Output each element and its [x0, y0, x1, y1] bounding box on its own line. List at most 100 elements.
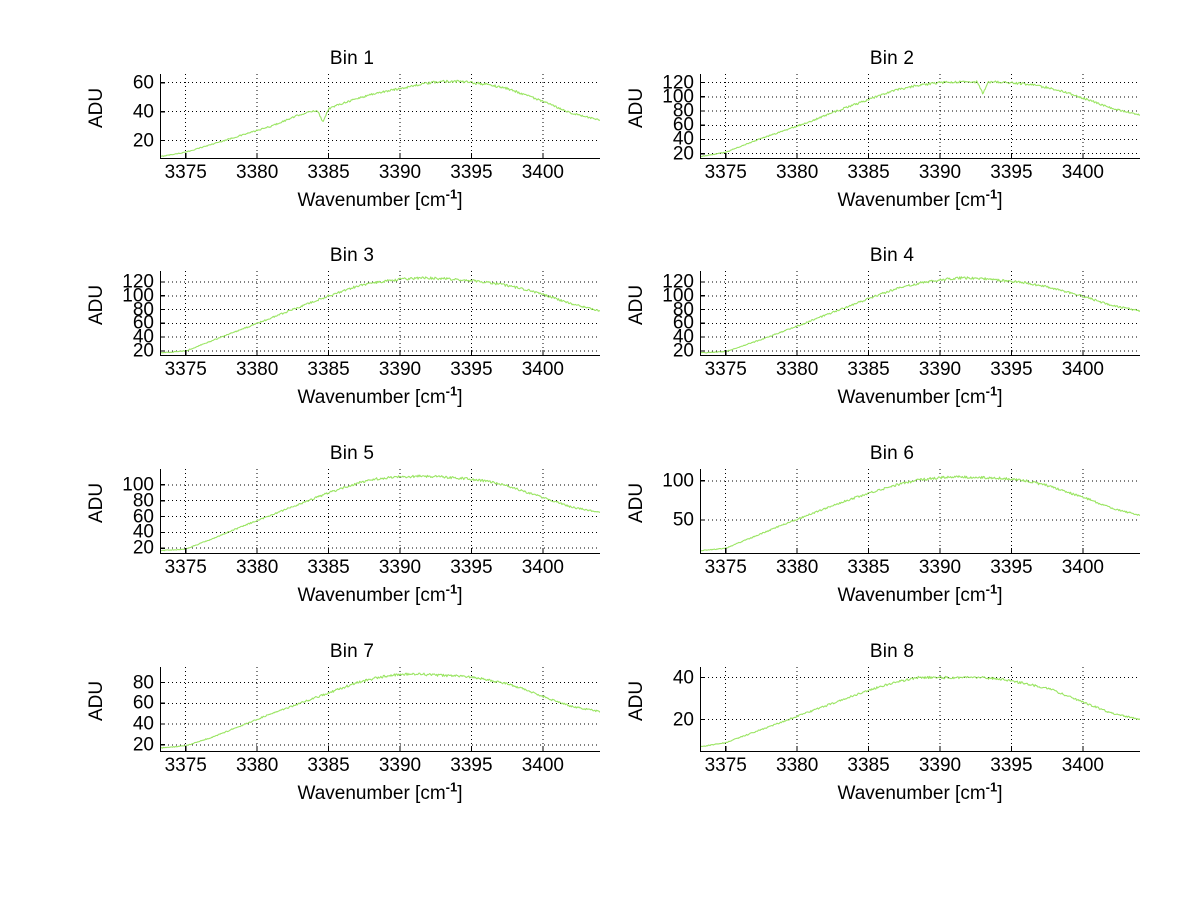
x-tick-label: 3400 [1061, 162, 1104, 183]
axes-box [700, 469, 1140, 554]
subplot-title: Bin 6 [869, 443, 915, 464]
y-axis-label: ADU [86, 284, 107, 325]
y-tick-label: 60 [132, 72, 154, 94]
x-tick-labels: 3375 3380 3385 3390 3395 3400 [160, 557, 600, 583]
x-axis-label-bracket: ] [457, 190, 463, 211]
plot-area: ADU 50 100 3375 3380 3385 3390 3395 3400 Wavenumb… [622, 469, 1162, 606]
plot-area: ADU 20 40 60 80 3375 3380 3385 3390 3395 3400 Waven… [82, 667, 622, 804]
y-tick-label: 100 [122, 474, 154, 496]
x-tick-label: 3375 [704, 557, 747, 578]
y-tick-label: 100 [662, 470, 694, 492]
plot-area: ADU 20 40 60 80 100 120 3375 3380 3385 3390 3395 340… [622, 271, 1162, 408]
x-tick-label: 3400 [1061, 359, 1104, 380]
x-tick-label: 3390 [378, 162, 422, 183]
x-tick-label: 3390 [378, 359, 422, 380]
y-axis-label: ADU [86, 482, 107, 523]
axes-box [700, 667, 1140, 752]
y-tick-labels: 20 40 60 80 100 [110, 469, 156, 557]
x-tick-label: 3380 [776, 755, 819, 776]
x-tick-label: 3375 [164, 359, 207, 380]
subplot-title: Bin 3 [329, 245, 375, 266]
x-tick-label: 3390 [918, 557, 962, 578]
y-tick-labels: 20 40 60 80 100 120 [650, 271, 696, 361]
x-tick-label: 3380 [236, 162, 279, 183]
x-axis-label-text: Wavenumber [cm [837, 585, 986, 606]
y-tick-label: 80 [132, 490, 154, 512]
x-axis-label: Wavenumber [cm-1] [700, 383, 1140, 409]
plot-area: ADU 20 40 3375 3380 3385 3390 3395 3400 Wavenumbe… [622, 667, 1162, 804]
subplot-title: Bin 4 [869, 245, 915, 266]
x-tick-label: 3380 [776, 359, 819, 380]
y-axis-label: ADU [86, 680, 107, 721]
x-axis-label-text: Wavenumber [cm [837, 783, 986, 804]
x-tick-label: 3395 [450, 359, 493, 380]
x-axis-label-text: Wavenumber [cm [297, 585, 446, 606]
y-tick-label: 20 [132, 340, 154, 362]
x-axis-label-bracket: ] [457, 783, 463, 804]
x-axis-label-text: Wavenumber [cm [837, 387, 986, 408]
x-axis-label-exponent: -1 [985, 383, 998, 399]
y-tick-label: 60 [672, 114, 694, 136]
x-tick-label: 3395 [990, 557, 1033, 578]
x-tick-label: 3395 [990, 162, 1033, 183]
x-tick-label: 3390 [918, 359, 962, 380]
x-axis-label-exponent: -1 [445, 779, 458, 795]
y-tick-label: 80 [132, 299, 154, 321]
plot-area: ADU 20 40 60 3375 3380 3385 3390 3395 3400 Wavenum… [82, 72, 622, 211]
y-tick-labels: 20 40 60 [110, 72, 156, 158]
x-tick-label: 3400 [521, 359, 564, 380]
spectrum-line [160, 474, 600, 552]
x-tick-label: 3385 [307, 359, 350, 380]
subplot-bin-3: Bin 3 ADU 20 40 60 80 100 120 3375 3380 3385 3390 33… [82, 245, 622, 450]
x-tick-labels: 3375 3380 3385 3390 3395 3400 [160, 359, 600, 385]
x-tick-label: 3395 [990, 359, 1033, 380]
x-tick-labels: 3375 3380 3385 3390 3395 3400 [700, 755, 1140, 781]
y-tick-label: 60 [132, 312, 154, 334]
subplot-bin-8: Bin 8 ADU 20 40 3375 3380 3385 3390 3395 3400 Wave… [622, 641, 1162, 846]
plot-area: ADU 20 40 60 80 100 120 3375 3380 3385 3390 3395 340… [82, 271, 622, 408]
x-axis-label-exponent: -1 [445, 383, 458, 399]
x-axis-label: Wavenumber [cm-1] [160, 383, 600, 409]
x-axis-label-text: Wavenumber [cm [297, 190, 446, 211]
y-tick-label: 20 [132, 130, 154, 152]
x-axis-label-text: Wavenumber [cm [837, 190, 986, 211]
x-axis-label: Wavenumber [cm-1] [700, 186, 1140, 212]
y-axis-label: ADU [626, 284, 647, 325]
x-tick-label: 3390 [918, 162, 962, 183]
x-axis-label-bracket: ] [457, 585, 463, 606]
x-axis-label-exponent: -1 [985, 779, 998, 795]
x-tick-label: 3395 [450, 755, 493, 776]
x-tick-label: 3395 [450, 162, 493, 183]
x-tick-label: 3385 [307, 755, 350, 776]
x-tick-label: 3385 [847, 557, 890, 578]
x-tick-label: 3380 [236, 557, 279, 578]
x-axis-label-exponent: -1 [985, 186, 998, 202]
x-tick-label: 3400 [521, 557, 564, 578]
y-tick-label: 100 [662, 86, 694, 108]
x-axis-label-exponent: -1 [985, 581, 998, 597]
x-tick-label: 3385 [847, 359, 890, 380]
subplot-bin-4: Bin 4 ADU 20 40 60 80 100 120 3375 3380 3385 3390 33… [622, 245, 1162, 450]
y-tick-label: 40 [132, 101, 154, 123]
x-tick-label: 3400 [1061, 557, 1104, 578]
x-tick-label: 3380 [776, 557, 819, 578]
x-axis-label-exponent: -1 [445, 581, 458, 597]
spectrum-line [700, 675, 1140, 748]
subplot-bin-5: Bin 5 ADU 20 40 60 80 100 3375 3380 3385 3390 3395 3… [82, 443, 622, 648]
x-tick-label: 3375 [704, 755, 747, 776]
x-axis-label-text: Wavenumber [cm [297, 387, 446, 408]
x-tick-label: 3375 [704, 162, 747, 183]
subplot-title: Bin 2 [869, 48, 915, 69]
y-tick-label: 20 [672, 340, 694, 362]
x-axis-label-exponent: -1 [445, 186, 458, 202]
y-tick-label: 80 [672, 299, 694, 321]
axes-box [160, 74, 600, 159]
x-tick-label: 3390 [918, 755, 962, 776]
subplot-bin-2: Bin 2 ADU 20 40 60 80 100 120 3375 3380 3385 3390 33… [622, 48, 1162, 253]
y-tick-labels: 20 40 60 80 [110, 667, 156, 754]
y-tick-label: 20 [672, 709, 694, 730]
x-axis-label-bracket: ] [997, 783, 1003, 804]
y-axis-label: ADU [86, 87, 107, 128]
y-tick-label: 50 [672, 509, 694, 531]
x-tick-labels: 3375 3380 3385 3390 3395 3400 [700, 162, 1140, 188]
